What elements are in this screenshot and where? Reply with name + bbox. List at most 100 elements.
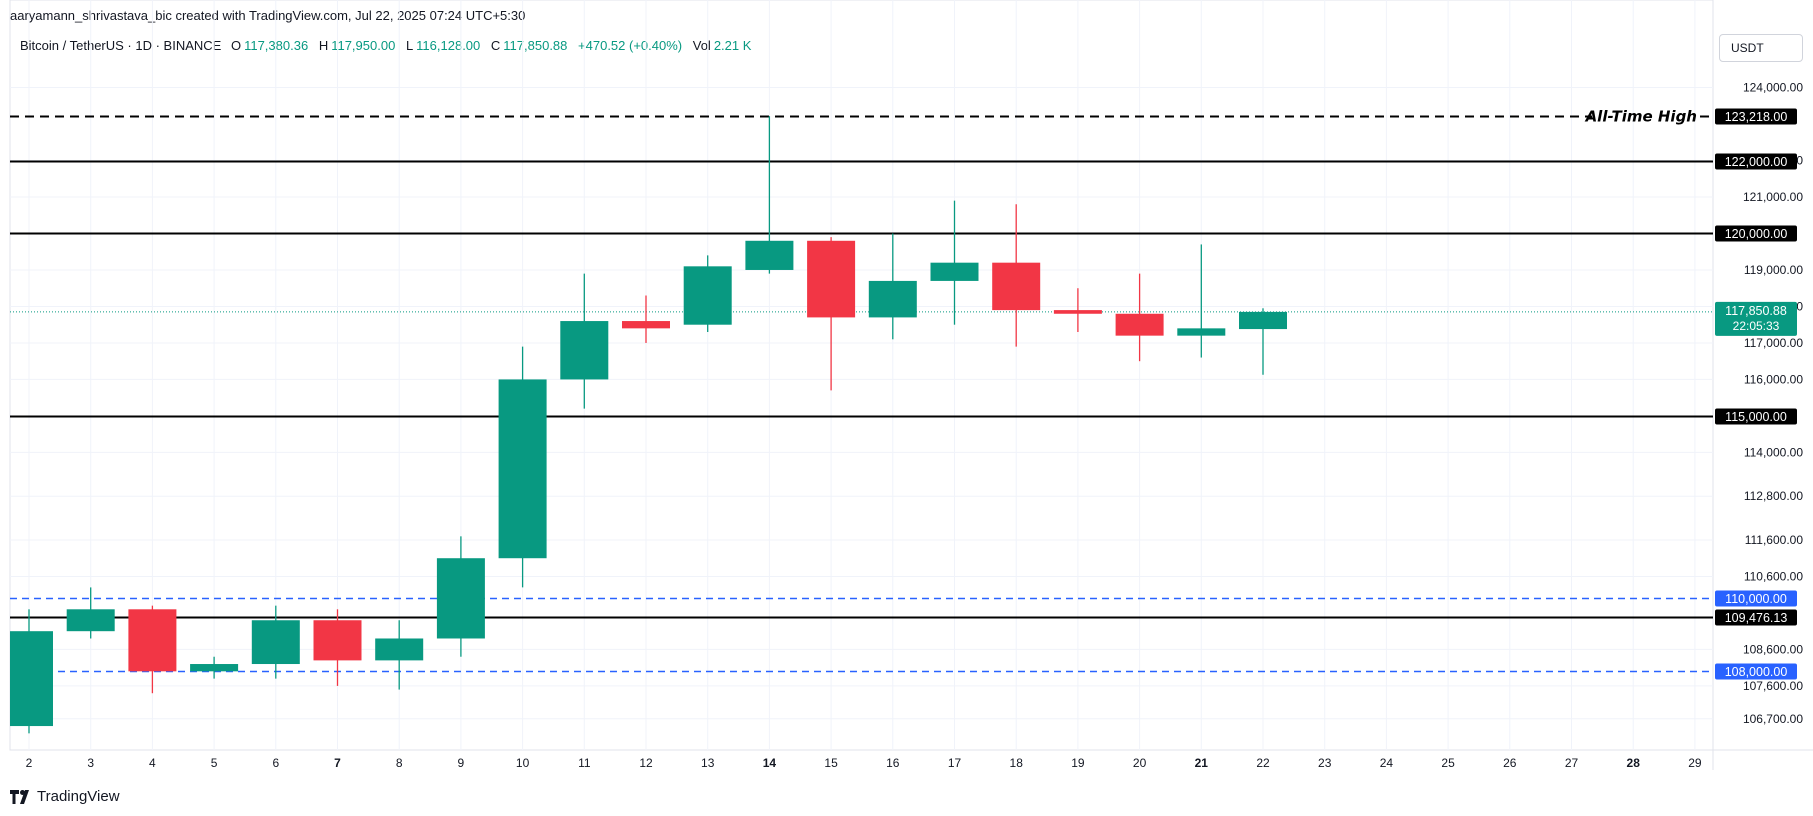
time-tick-label: 27 bbox=[1565, 756, 1579, 770]
price-badges: 123,218.00 122,000.00 120,000.00 115,000.00… bbox=[1715, 108, 1797, 680]
price-tick-label: 106,700.00 bbox=[1743, 712, 1803, 726]
price-tick-label: 121,000.00 bbox=[1743, 190, 1803, 204]
price-level-badge-label: 123,218.00 bbox=[1725, 110, 1788, 124]
candle-body bbox=[1177, 328, 1226, 336]
candle-body bbox=[745, 240, 794, 270]
tradingview-logo-text: TradingView bbox=[37, 788, 120, 805]
candle-body bbox=[128, 609, 177, 672]
change-value: +470.52 (+0.40%) bbox=[578, 38, 683, 53]
grid-lines bbox=[9, 0, 1813, 770]
time-tick-label: 17 bbox=[948, 756, 962, 770]
close-value: 117,850.88 bbox=[503, 38, 568, 53]
time-tick-label: 10 bbox=[516, 756, 530, 770]
candle-body bbox=[992, 262, 1041, 311]
candle-body bbox=[436, 558, 485, 639]
price-level-badge-label: 110,000.00 bbox=[1725, 592, 1787, 606]
price-tick-label: 111,600.00 bbox=[1745, 533, 1804, 547]
symbol-name[interactable]: Bitcoin / TetherUS · 1D · BINANCE bbox=[20, 38, 222, 53]
candle-body bbox=[375, 638, 424, 661]
price-level-badge-label: 122,000.00 bbox=[1725, 155, 1788, 169]
tradingview-logo[interactable]: TradingView bbox=[10, 788, 120, 805]
time-tick-label: 19 bbox=[1071, 756, 1085, 770]
price-level-badge-label: 109,476.13 bbox=[1725, 611, 1788, 625]
time-tick-label: 8 bbox=[396, 756, 403, 770]
time-axis[interactable]: 2 3 4 5 6 7 8 9 10 11 12 13 14 15 16 17 18 19 20 21 22 23 24 25… bbox=[26, 756, 1702, 770]
time-tick-label: 22 bbox=[1256, 756, 1270, 770]
price-tick-label: 114,000.00 bbox=[1744, 445, 1803, 459]
time-tick-label: 14 bbox=[763, 756, 777, 770]
candle-body bbox=[683, 266, 732, 325]
high-value: 117,950.00 bbox=[331, 38, 396, 53]
currency-button[interactable]: USDT bbox=[1719, 34, 1803, 62]
tradingview-logo-icon bbox=[10, 789, 29, 804]
low-label: L bbox=[405, 38, 414, 53]
candle-body bbox=[622, 321, 670, 329]
time-tick-label: 9 bbox=[458, 756, 465, 770]
time-tick-label: 29 bbox=[1688, 756, 1702, 770]
candles bbox=[10, 116, 1287, 734]
close-label: C bbox=[490, 38, 501, 53]
candle-body bbox=[313, 620, 362, 661]
price-tick-label: 112,800.00 bbox=[1744, 489, 1803, 503]
candle-body bbox=[868, 280, 917, 318]
price-tick-label: 117,000.00 bbox=[1744, 336, 1803, 350]
price-level-badge bbox=[1715, 663, 1797, 680]
time-tick-label: 13 bbox=[701, 756, 715, 770]
high-label: H bbox=[318, 38, 329, 53]
time-tick-label: 15 bbox=[824, 756, 838, 770]
candle-body bbox=[251, 620, 300, 665]
price-level-badge bbox=[1715, 408, 1797, 425]
time-tick-label: 28 bbox=[1627, 756, 1641, 770]
price-axis[interactable]: 124,000.00122,000.00121,000.00119,000.00… bbox=[1743, 81, 1803, 726]
candle-body bbox=[190, 664, 239, 672]
all-time-high-annotation: All-Time High bbox=[1585, 108, 1697, 126]
candle-body bbox=[10, 631, 53, 727]
time-tick-label: 12 bbox=[639, 756, 653, 770]
low-value: 116,128.00 bbox=[416, 38, 481, 53]
price-level-badge bbox=[1715, 225, 1797, 242]
time-tick-label: 18 bbox=[1010, 756, 1024, 770]
price-level-badge bbox=[1715, 609, 1797, 626]
price-tick-label: 108,600.00 bbox=[1743, 642, 1803, 656]
time-tick-label: 24 bbox=[1380, 756, 1394, 770]
time-tick-label: 16 bbox=[886, 756, 900, 770]
countdown-label: 22:05:33 bbox=[1733, 319, 1780, 333]
candle-body bbox=[66, 609, 115, 632]
time-tick-label: 23 bbox=[1318, 756, 1332, 770]
candle-body bbox=[498, 379, 547, 559]
open-label: O bbox=[230, 38, 242, 53]
candle-body bbox=[1239, 311, 1287, 330]
volume-label: Vol bbox=[692, 38, 711, 53]
price-tick-label: 110,600.00 bbox=[1744, 569, 1803, 583]
time-tick-label: 20 bbox=[1133, 756, 1147, 770]
price-tick-label: 107,600.00 bbox=[1743, 679, 1803, 693]
price-level-badge-label: 115,000.00 bbox=[1725, 410, 1787, 424]
candle-body bbox=[930, 262, 979, 281]
time-tick-label: 26 bbox=[1503, 756, 1517, 770]
price-level-badge-label: 108,000.00 bbox=[1725, 665, 1788, 679]
symbol-legend: Bitcoin / TetherUS · 1D · BINANCE O 117,3… bbox=[20, 38, 758, 53]
time-tick-label: 3 bbox=[87, 756, 94, 770]
price-levels: All-Time High bbox=[10, 108, 1713, 673]
candle-body bbox=[1115, 313, 1164, 336]
chart-byline: aaryamann_shrivastava_bic created with T… bbox=[10, 8, 526, 23]
time-tick-label: 25 bbox=[1441, 756, 1455, 770]
price-tick-label: 116,000.00 bbox=[1744, 372, 1803, 386]
price-tick-label: 124,000.00 bbox=[1743, 81, 1803, 95]
time-tick-label: 11 bbox=[578, 756, 591, 770]
candle-body bbox=[1053, 310, 1102, 314]
price-level-badge bbox=[1715, 108, 1797, 125]
time-tick-label: 5 bbox=[211, 756, 218, 770]
price-level-badge bbox=[1715, 153, 1797, 170]
time-tick-label: 6 bbox=[272, 756, 279, 770]
volume-value: 2.21 K bbox=[713, 38, 752, 53]
last-price-label: 117,850.88 bbox=[1725, 304, 1787, 318]
time-tick-label: 21 bbox=[1195, 756, 1209, 770]
time-tick-label: 4 bbox=[149, 756, 156, 770]
price-tick-label: 119,000.00 bbox=[1744, 263, 1803, 277]
last-price-badge bbox=[1715, 301, 1797, 336]
price-level-badge bbox=[1715, 590, 1797, 607]
time-tick-label: 2 bbox=[26, 756, 33, 770]
candle-body bbox=[807, 240, 856, 318]
